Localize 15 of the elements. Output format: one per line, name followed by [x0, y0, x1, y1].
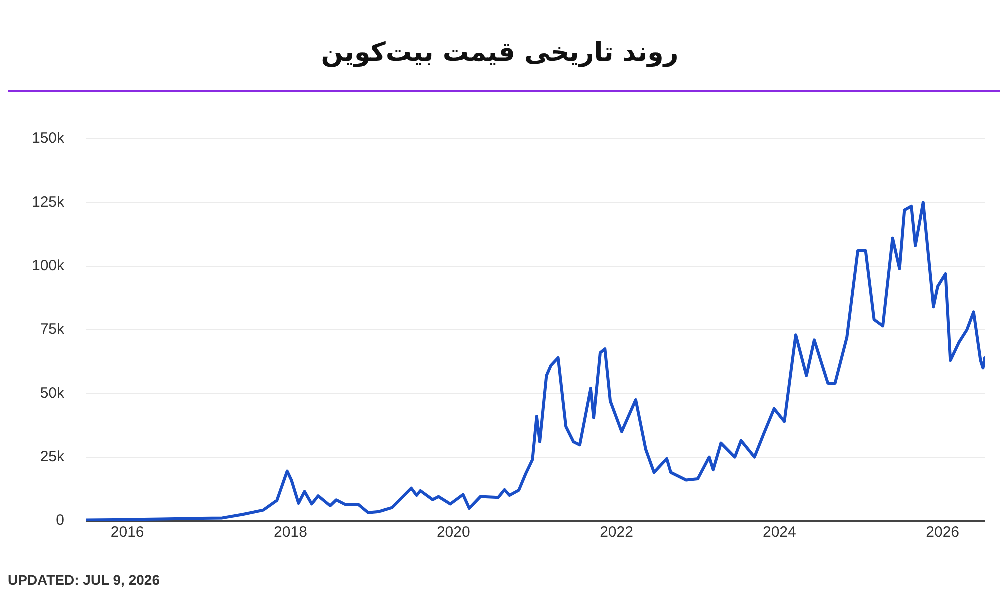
x-tick-label: 2020: [436, 524, 470, 542]
x-tick-label: 2018: [274, 524, 308, 542]
chart-title: روند تاریخی قیمت بیت‌کوین: [320, 38, 680, 68]
y-tick-label: 100k: [32, 257, 66, 274]
x-tick-label: 2026: [926, 524, 960, 542]
y-tick-label: 150k: [32, 130, 66, 148]
y-tick-label: 75k: [40, 321, 66, 338]
x-tick-label: 2024: [763, 524, 796, 542]
y-tick-label: 0: [56, 512, 65, 530]
x-tick-label: 2016: [110, 524, 144, 542]
text: UPDATED: JUL 9, 2026: [8, 572, 160, 589]
x-tick-label: 2022: [600, 524, 634, 542]
y-tick-label: 25k: [40, 448, 66, 466]
y-tick-label: 125k: [32, 194, 66, 211]
y-tick-label: 50k: [40, 384, 66, 402]
